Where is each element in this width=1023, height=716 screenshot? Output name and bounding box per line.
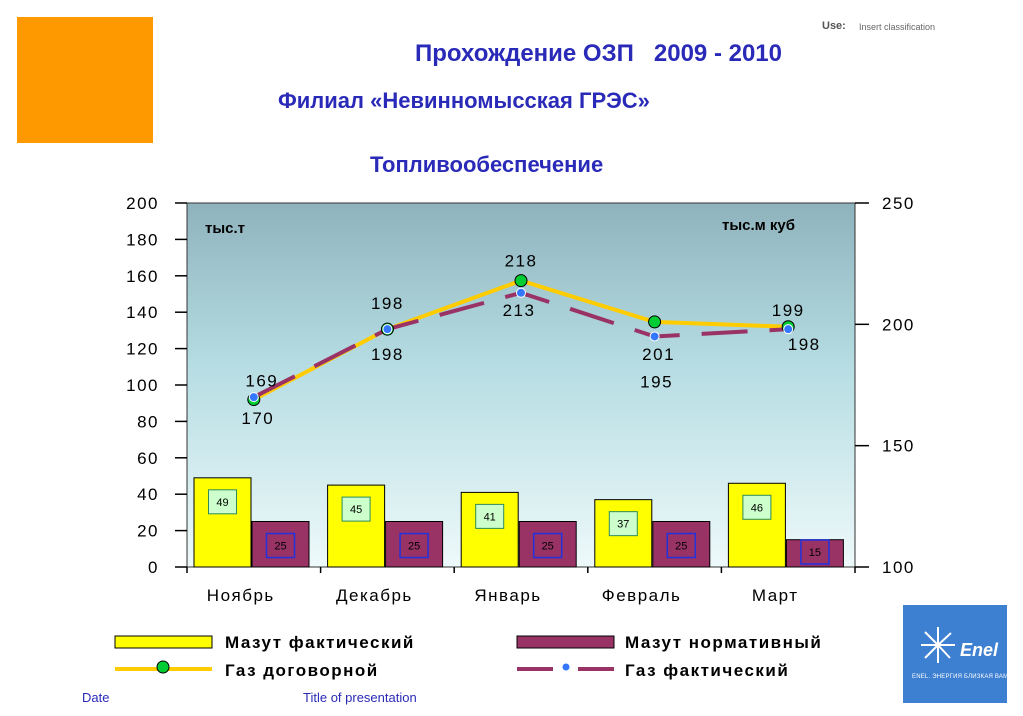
bar-mazut-fact-label-box	[475, 503, 505, 529]
orange-accent-block	[17, 17, 153, 143]
classification-value: Insert classification	[859, 22, 936, 32]
bar-mazut-fact	[460, 491, 519, 568]
bar-mazut-fact-label: 37	[617, 519, 629, 531]
legend-label-mazut-fact: Мазут фактический	[225, 633, 415, 652]
legend-swatch-mazut-norm	[516, 635, 615, 649]
slide-subtitle: Филиал «Невинномысская ГРЭС»	[278, 88, 650, 113]
left-axis-tick-label: 100	[126, 376, 159, 395]
bar-mazut-norm-label-box	[666, 532, 697, 559]
legend-label-mazut-norm: Мазут нормативный	[625, 633, 822, 652]
left-axis-tick-label: 140	[126, 303, 159, 322]
bar-mazut-fact-label: 46	[751, 502, 763, 514]
bar-mazut-fact	[727, 482, 786, 568]
data-labels: 49 25 45 25 41 25 37 25 46 15 169 198 218 201 199 170 19…	[208, 252, 830, 565]
left-axis-tick-label: 60	[137, 449, 159, 468]
label-gas-contract: 169	[245, 372, 278, 391]
enel-tagline: ENEL. ЭНЕРГИЯ БЛИЗКАЯ ВАМ.	[912, 674, 1011, 680]
label-gas-fact: 170	[241, 409, 274, 428]
bar-mazut-norm-label-box	[532, 532, 563, 559]
right-axis-tick-label: 250	[882, 194, 915, 213]
left-axis-tick-label: 40	[137, 485, 159, 504]
x-axis-category-label: Ноябрь	[207, 586, 275, 605]
legend-marker-gas-contract	[156, 660, 170, 674]
enel-logo	[903, 605, 1007, 703]
legend: Мазут фактический Мазут нормативный Газ …	[114, 633, 822, 680]
bar-mazut-norm-label-box	[800, 539, 830, 565]
left-axis-tick-label: 0	[148, 558, 159, 577]
bar-mazut-fact-label: 49	[216, 497, 228, 509]
left-axis-tick-label: 120	[126, 340, 159, 359]
left-axis-tick-label: 160	[126, 267, 159, 286]
bar-mazut-norm-label: 25	[675, 541, 687, 553]
bar-mazut-norm-label-box	[265, 532, 296, 559]
label-gas-contract: 218	[505, 252, 538, 271]
chart-title: Топливообеспечение	[370, 152, 604, 177]
marker-gas-fact	[382, 324, 393, 335]
x-axis-category-label: Февраль	[602, 586, 682, 605]
marker-gas-fact	[649, 331, 660, 342]
left-axis-tick-label: 180	[126, 230, 159, 249]
label-gas-contract: 199	[772, 301, 805, 320]
marker-gas-contract	[648, 315, 662, 329]
label-gas-contract: 198	[371, 294, 404, 313]
bars	[193, 477, 844, 568]
use-label: Use:	[822, 20, 846, 32]
x-axis-category-label: Декабрь	[336, 586, 413, 605]
bar-mazut-norm-label: 25	[542, 541, 554, 553]
enel-brand: Enel	[960, 640, 999, 660]
bar-mazut-norm-label: 25	[408, 541, 420, 553]
legend-label-gas-contract: Газ договорной	[225, 661, 379, 680]
footer-presentation-title: Title of presentation	[303, 690, 417, 705]
bar-mazut-fact-label-box	[608, 511, 638, 537]
footer-date: Date	[82, 690, 110, 705]
bar-mazut-fact-label-box	[341, 496, 371, 522]
label-gas-fact: 198	[788, 335, 821, 354]
left-axis-tick-label: 20	[137, 522, 159, 541]
lines	[247, 274, 795, 407]
left-axis-tick-label: 200	[126, 194, 159, 213]
marker-gas-fact	[516, 287, 526, 298]
label-gas-fact: 195	[640, 372, 673, 391]
legend-label-gas-fact: Газ фактический	[625, 661, 789, 680]
marker-gas-fact	[248, 392, 259, 403]
label-gas-fact: 213	[503, 301, 536, 320]
left-axis-tick-label: 80	[137, 412, 159, 431]
label-gas-fact: 198	[371, 345, 404, 364]
bar-mazut-norm-label: 25	[274, 541, 286, 553]
bar-mazut-norm-label-box	[399, 532, 429, 559]
bar-mazut-fact-label: 45	[350, 504, 362, 516]
marker-gas-contract	[514, 274, 528, 288]
axes: 0 20 40 60 80 100 120 140 160 180 200 100 150 200 250 Н…	[126, 194, 915, 605]
right-axis-tick-label: 100	[882, 558, 915, 577]
bar-mazut-fact-label-box	[742, 494, 772, 520]
right-axis-tick-label: 200	[882, 315, 915, 334]
right-unit-label: тыс.м куб	[722, 217, 795, 234]
x-axis-category-label: Март	[752, 586, 799, 605]
bar-mazut-norm-label: 15	[809, 547, 821, 559]
right-axis-tick-label: 150	[882, 437, 915, 456]
legend-swatch-mazut-fact	[114, 635, 213, 649]
bar-mazut-fact-label: 41	[484, 511, 496, 523]
left-unit-label: тыс.т	[205, 220, 245, 237]
legend-marker-gas-fact	[561, 662, 571, 672]
enel-flower-icon	[921, 627, 955, 663]
label-gas-contract: 201	[642, 345, 675, 364]
marker-gas-fact	[783, 324, 794, 335]
x-axis-category-label: Январь	[474, 586, 541, 605]
slide-title: Прохождение ОЗП 2009 - 2010	[415, 40, 782, 67]
bar-mazut-fact-label-box	[208, 489, 237, 515]
